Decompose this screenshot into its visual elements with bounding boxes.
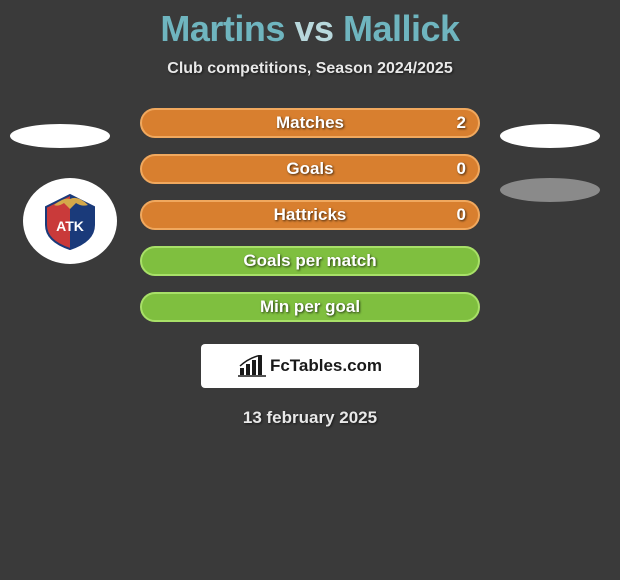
stat-label: Goals per match [243, 251, 376, 271]
stats-container: Matches 2 Goals 0 Hattricks 0 Goals per … [140, 108, 480, 322]
player-right-placeholder-1 [500, 124, 600, 148]
svg-text:ATK: ATK [56, 218, 84, 234]
club-badge: ATK [23, 178, 117, 264]
vs-separator: vs [294, 8, 333, 49]
player-left-placeholder [10, 124, 110, 148]
date-line: 13 february 2025 [0, 408, 620, 428]
atk-club-badge-icon: ATK [40, 191, 100, 251]
stat-value: 0 [457, 205, 466, 225]
stat-row-goals-per-match: Goals per match [140, 246, 480, 276]
stat-row-goals: Goals 0 [140, 154, 480, 184]
page-title: Martins vs Mallick [0, 0, 620, 50]
stat-label: Goals [286, 159, 333, 179]
subtitle: Club competitions, Season 2024/2025 [0, 60, 620, 78]
stat-label: Min per goal [260, 297, 360, 317]
stat-row-hattricks: Hattricks 0 [140, 200, 480, 230]
stat-label: Hattricks [274, 205, 347, 225]
stat-value: 2 [457, 113, 466, 133]
player-right-name: Mallick [343, 8, 460, 49]
player-left-name: Martins [160, 8, 285, 49]
bar-chart-icon [238, 355, 266, 377]
stat-row-min-per-goal: Min per goal [140, 292, 480, 322]
stat-row-matches: Matches 2 [140, 108, 480, 138]
brand-box[interactable]: FcTables.com [201, 344, 419, 388]
player-right-placeholder-2 [500, 178, 600, 202]
stat-label: Matches [276, 113, 344, 133]
brand-text: FcTables.com [270, 356, 382, 376]
stat-value: 0 [457, 159, 466, 179]
